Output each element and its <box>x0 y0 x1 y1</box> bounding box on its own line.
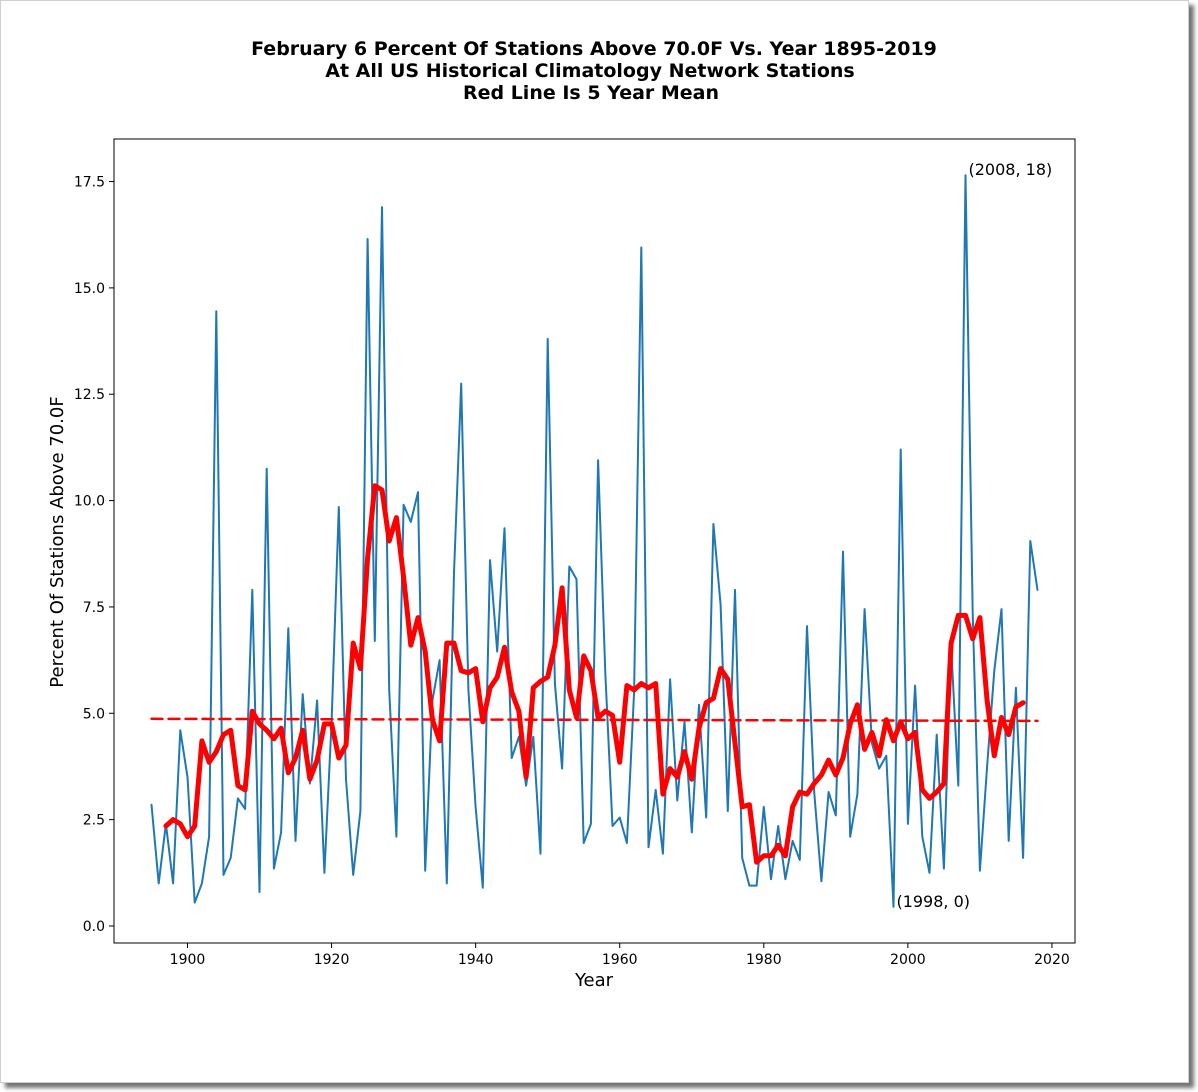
y-tick-label: 12.5 <box>74 387 105 403</box>
y-tick-label: 15.0 <box>74 281 105 297</box>
y-axis: 0.0 2.5 5.0 7.5 10.0 12.5 15.0 17.5 <box>74 175 114 935</box>
x-tick-label: 1920 <box>314 952 350 968</box>
x-tick-label: 1940 <box>458 952 494 968</box>
y-tick-label: 17.5 <box>74 175 105 191</box>
x-tick-label: 2020 <box>1034 952 1070 968</box>
annual-percent-line <box>150 174 1039 908</box>
series-layer <box>150 174 1039 908</box>
x-tick-label: 1960 <box>602 952 638 968</box>
title-line-2: At All US Historical Climatology Network… <box>325 60 855 82</box>
y-tick-label: 0.0 <box>83 919 105 935</box>
point-annotation: (2008, 18) <box>969 160 1053 179</box>
y-tick-label: 5.0 <box>83 706 105 722</box>
title-line-1: February 6 Percent Of Stations Above 70.… <box>251 38 937 60</box>
y-tick-label: 2.5 <box>83 813 105 829</box>
y-tick-label: 10.0 <box>74 494 105 510</box>
x-tick-label: 1900 <box>170 952 206 968</box>
x-tick-label: 2000 <box>890 952 926 968</box>
annotations: (2008, 18) (1998, 0) <box>896 160 1052 911</box>
mean-trend-line <box>150 717 1039 723</box>
y-axis-label: Percent Of Stations Above 70.0F <box>47 396 68 687</box>
plot-area <box>113 138 1076 944</box>
point-annotation: (1998, 0) <box>896 892 970 911</box>
x-axis: 1900 1920 1940 1960 1980 2000 2020 <box>170 943 1070 968</box>
x-tick-label: 1980 <box>746 952 782 968</box>
title-line-3: Red Line Is 5 Year Mean <box>463 82 719 104</box>
y-tick-label: 7.5 <box>83 600 105 616</box>
x-axis-label: Year <box>574 970 614 991</box>
chart-title: February 6 Percent Of Stations Above 70.… <box>251 38 937 104</box>
five-year-mean-line <box>163 483 1026 865</box>
